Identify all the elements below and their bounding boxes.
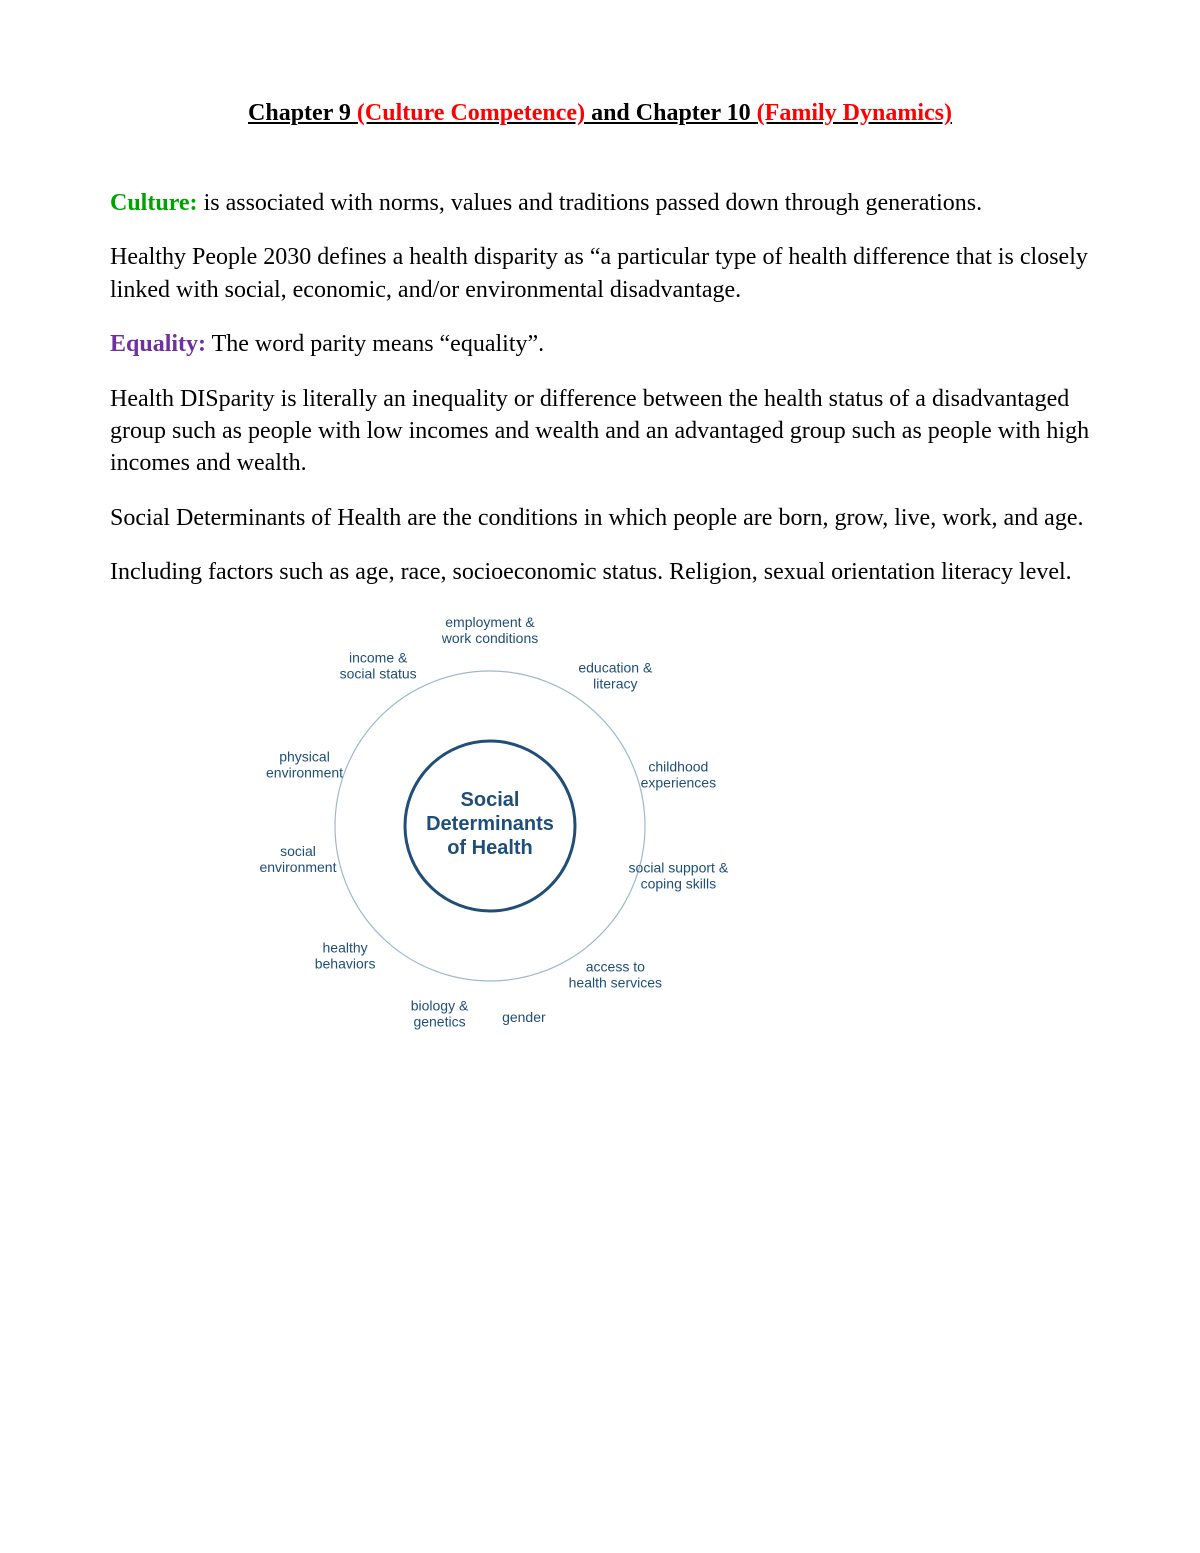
node-childhood: childhoodexperiences <box>641 758 717 790</box>
title-part-1: Chapter 9 <box>248 100 357 126</box>
title-part-4: (Family Dynamics) <box>757 100 952 126</box>
title-part-3: and Chapter 10 <box>585 100 757 126</box>
node-physenv: physicalenvironment <box>266 748 343 780</box>
node-employment: employment &work conditions <box>441 614 539 646</box>
paragraph-factors: Including factors such as age, race, soc… <box>110 556 1090 588</box>
node-access: access tohealth services <box>569 958 662 990</box>
node-socialenv: socialenvironment <box>259 842 336 874</box>
node-biology: biology &genetics <box>411 997 469 1029</box>
node-education: education &literacy <box>578 659 653 691</box>
paragraph-culture: Culture: is associated with norms, value… <box>110 187 1090 219</box>
paragraph-equality: Equality: The word parity means “equalit… <box>110 328 1090 360</box>
node-gender: gender <box>502 1009 546 1025</box>
paragraph-sdoh: Social Determinants of Health are the co… <box>110 502 1090 534</box>
document-page: Chapter 9 (Culture Competence) and Chapt… <box>0 0 1200 1121</box>
page-title: Chapter 9 (Culture Competence) and Chapt… <box>110 100 1090 127</box>
title-part-2: (Culture Competence) <box>357 100 585 126</box>
node-income: income &social status <box>340 649 417 681</box>
culture-label: Culture: <box>110 190 198 216</box>
sdoh-diagram: SocialDeterminantsof Healthemployment &w… <box>220 611 760 1041</box>
equality-text: The word parity means “equality”. <box>206 331 544 357</box>
node-behaviors: healthybehaviors <box>315 939 376 971</box>
node-support: social support &coping skills <box>629 859 729 891</box>
equality-label: Equality: <box>110 331 206 357</box>
culture-text: is associated with norms, values and tra… <box>198 190 983 216</box>
sdoh-diagram-svg: SocialDeterminantsof Healthemployment &w… <box>220 611 760 1041</box>
paragraph-healthy-people: Healthy People 2030 defines a health dis… <box>110 241 1090 306</box>
paragraph-disparity: Health DISparity is literally an inequal… <box>110 383 1090 480</box>
